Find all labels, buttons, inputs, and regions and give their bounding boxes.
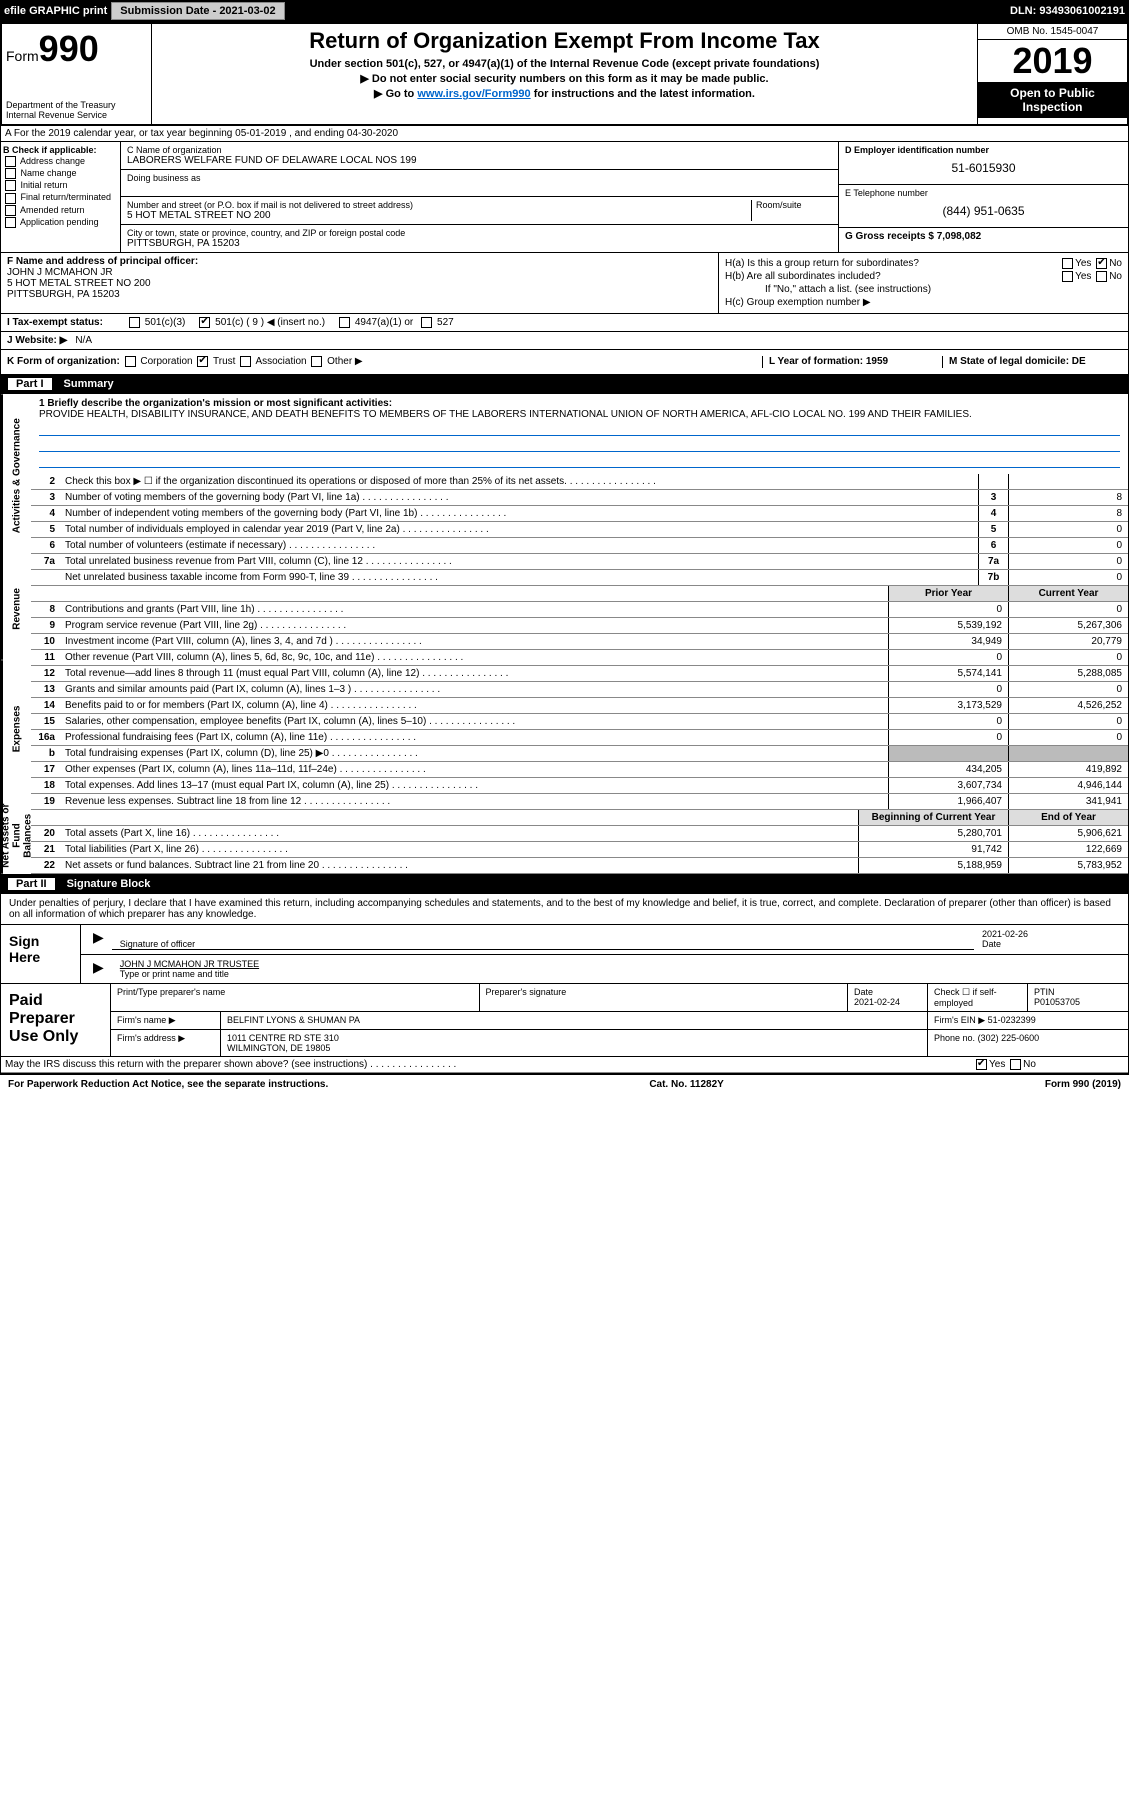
phone: (844) 951-0635	[845, 198, 1122, 224]
signature-declaration: Under penalties of perjury, I declare th…	[1, 894, 1128, 924]
line-8: 8Contributions and grants (Part VIII, li…	[31, 602, 1128, 618]
line-: Net unrelated business taxable income fr…	[31, 570, 1128, 586]
ein: 51-6015930	[845, 155, 1122, 181]
subtitle-1: Under section 501(c), 527, or 4947(a)(1)…	[156, 58, 973, 70]
line-b: bTotal fundraising expenses (Part IX, co…	[31, 746, 1128, 762]
row-i-tax-exempt: I Tax-exempt status: 501(c)(3) 501(c) ( …	[0, 314, 1129, 332]
line-14: 14Benefits paid to or for members (Part …	[31, 698, 1128, 714]
side-revenue: Revenue	[1, 558, 31, 660]
paid-preparer-label: Paid Preparer Use Only	[1, 984, 111, 1056]
part-2-header: Part II Signature Block	[0, 875, 1129, 893]
line-17: 17Other expenses (Part IX, column (A), l…	[31, 762, 1128, 778]
sign-here-label: Sign Here	[1, 925, 81, 983]
subtitle-2: ▶ Do not enter social security numbers o…	[156, 72, 973, 85]
line-6: 6Total number of volunteers (estimate if…	[31, 538, 1128, 554]
line-19: 19Revenue less expenses. Subtract line 1…	[31, 794, 1128, 810]
section-de: D Employer identification number 51-6015…	[838, 142, 1128, 252]
side-governance: Activities & Governance	[1, 394, 31, 558]
side-expenses: Expenses	[1, 660, 31, 798]
section-c: C Name of organization LABORERS WELFARE …	[121, 142, 838, 252]
line-20: 20Total assets (Part X, line 16) 5,280,7…	[31, 826, 1128, 842]
line-7a: 7aTotal unrelated business revenue from …	[31, 554, 1128, 570]
section-b: B Check if applicable: Address change Na…	[1, 142, 121, 252]
column-headers-1: Prior Year Current Year	[31, 586, 1128, 602]
form-number: Form990	[6, 28, 147, 70]
instructions-link[interactable]: www.irs.gov/Form990	[417, 88, 530, 100]
form-header: Form990 Department of the Treasury Inter…	[0, 22, 1129, 126]
line-10: 10Investment income (Part VIII, column (…	[31, 634, 1128, 650]
section-h: H(a) Is this a group return for subordin…	[718, 253, 1128, 313]
org-city: PITTSBURGH, PA 15203	[127, 238, 832, 249]
part-1-header: Part I Summary	[0, 375, 1129, 393]
line-13: 13Grants and similar amounts paid (Part …	[31, 682, 1128, 698]
line-9: 9Program service revenue (Part VIII, lin…	[31, 618, 1128, 634]
line-2: 2Check this box ▶ ☐ if the organization …	[31, 474, 1128, 490]
row-j-website: J Website: ▶ N/A	[0, 332, 1129, 350]
gross-receipts: G Gross receipts $ 7,098,082	[845, 231, 1122, 242]
dept-label: Department of the Treasury Internal Reve…	[6, 100, 147, 120]
row-a: A For the 2019 calendar year, or tax yea…	[0, 126, 1129, 142]
discuss-question: May the IRS discuss this return with the…	[1, 1057, 968, 1072]
page-footer: For Paperwork Reduction Act Notice, see …	[0, 1074, 1129, 1094]
line-15: 15Salaries, other compensation, employee…	[31, 714, 1128, 730]
form-title: Return of Organization Exempt From Incom…	[156, 28, 973, 54]
line-3: 3Number of voting members of the governi…	[31, 490, 1128, 506]
omb-number: OMB No. 1545-0047	[978, 24, 1127, 40]
submission-date: Submission Date - 2021-03-02	[111, 2, 284, 20]
efile-label: efile GRAPHIC print	[4, 5, 107, 17]
line-4: 4Number of independent voting members of…	[31, 506, 1128, 522]
org-name: LABORERS WELFARE FUND OF DELAWARE LOCAL …	[127, 155, 832, 166]
line-11: 11Other revenue (Part VIII, column (A), …	[31, 650, 1128, 666]
open-public-label: Open to Public Inspection	[978, 82, 1127, 118]
subtitle-3: ▶ Go to www.irs.gov/Form990 for instruct…	[156, 87, 973, 100]
section-f: F Name and address of principal officer:…	[1, 253, 718, 313]
line-12: 12Total revenue—add lines 8 through 11 (…	[31, 666, 1128, 682]
row-k: K Form of organization: Corporation Trus…	[0, 350, 1129, 374]
line-5: 5Total number of individuals employed in…	[31, 522, 1128, 538]
dln: DLN: 93493061002191	[1010, 5, 1125, 17]
line-22: 22Net assets or fund balances. Subtract …	[31, 858, 1128, 874]
org-street: 5 HOT METAL STREET NO 200	[127, 210, 751, 221]
topbar: efile GRAPHIC print Submission Date - 20…	[0, 0, 1129, 22]
mission-block: 1 Briefly describe the organization's mi…	[31, 394, 1128, 474]
column-headers-2: Beginning of Current Year End of Year	[31, 810, 1128, 826]
side-net-assets: Net Assets or Fund Balances	[1, 798, 31, 874]
line-21: 21Total liabilities (Part X, line 26) 91…	[31, 842, 1128, 858]
tax-year: 2019	[978, 40, 1127, 82]
line-16a: 16aProfessional fundraising fees (Part I…	[31, 730, 1128, 746]
line-18: 18Total expenses. Add lines 13–17 (must …	[31, 778, 1128, 794]
